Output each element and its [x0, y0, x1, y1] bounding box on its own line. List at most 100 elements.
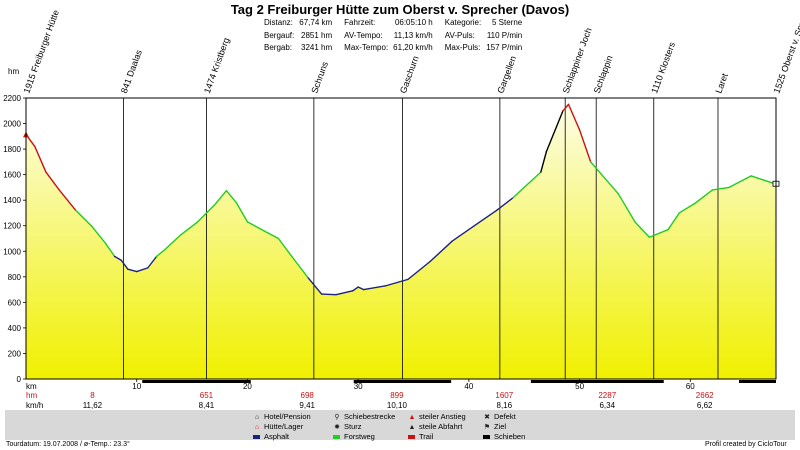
profile-segment	[473, 209, 498, 227]
pushing-bar	[353, 380, 452, 383]
finish-flag-icon: ⚑	[483, 424, 491, 431]
stat-value: 11,13 km/h	[393, 30, 433, 40]
pushing-bar	[142, 380, 251, 383]
stat-value: 157 P/min	[486, 43, 523, 52]
stat-label: Max-Puls:	[444, 43, 481, 52]
profile-segment	[578, 129, 592, 163]
chart-title: Tag 2 Freiburger Hütte zum Oberst v. Spr…	[230, 2, 570, 17]
crash-icon: ✹	[334, 424, 340, 431]
stat-value: 5 Sterne	[492, 18, 523, 27]
profile-segment	[407, 260, 431, 281]
legend-label: Asphalt	[264, 432, 290, 441]
stat-label: Bergauf:	[264, 30, 295, 40]
profile-segment	[351, 286, 359, 292]
legend-label: Schieben	[494, 432, 526, 441]
profile-segment	[596, 168, 620, 195]
y-tick-label: 1400	[3, 196, 21, 205]
profile-segment	[277, 237, 293, 258]
waypoint-label: Schlappiner Joch	[561, 26, 594, 94]
profile-segment	[385, 278, 409, 287]
segment-kmh: 11,62	[83, 401, 103, 410]
segment-hm: 698	[301, 391, 315, 400]
profile-segment	[523, 171, 542, 189]
legend-label: steiler Anstieg	[419, 412, 466, 421]
segment-hm: 899	[390, 391, 404, 400]
profile-segment	[147, 255, 158, 269]
profile-segment	[45, 171, 60, 191]
x-axis-label: km	[26, 382, 37, 391]
legend-label: steile Abfahrt	[419, 422, 463, 431]
legend-label: Ziel	[494, 422, 507, 431]
legend-item: ⌂ Hotel/Pension	[253, 412, 311, 423]
profile-segment	[567, 103, 581, 131]
waypoint-label: 1474 Kristberg	[202, 36, 231, 94]
y-tick-label: 1800	[3, 145, 21, 154]
x-tick-label: 10	[132, 382, 141, 391]
segment-kmh: 10,10	[387, 401, 408, 410]
legend-item: Forstweg	[333, 432, 375, 442]
stat-value: 67,74 km	[299, 18, 333, 27]
profile-segment	[105, 242, 116, 258]
legend-label: Hütte/Lager	[264, 422, 304, 431]
waypoint-label: 1915 Freiburger Hütte	[21, 9, 61, 95]
legend-swatch	[483, 435, 490, 440]
segment-hm: 651	[200, 391, 214, 400]
x-tick-label: 60	[686, 382, 695, 391]
profile-segment	[495, 196, 514, 212]
waypoint-label: Schlappin	[592, 54, 615, 95]
stat-label: AV-Puls:	[444, 30, 475, 40]
waypoint-label: Gargellen	[495, 55, 518, 95]
y-tick-label: 0	[17, 375, 22, 384]
y-tick-label: 800	[8, 273, 22, 282]
waypoint-label: 841 Daalas	[119, 48, 144, 95]
legend-swatch	[408, 435, 415, 440]
profile-segment	[127, 268, 138, 273]
legend-background	[5, 410, 795, 440]
stat-value: 110 P/min	[486, 30, 523, 40]
profile-segment	[263, 230, 280, 240]
profile-segment	[136, 267, 149, 273]
stat-value: 06:05:10 h	[394, 18, 433, 27]
legend-label: Defekt	[494, 412, 516, 421]
legend-swatch	[253, 435, 260, 440]
profile-segment	[58, 189, 77, 212]
x-tick-label: 20	[243, 382, 252, 391]
segment-hm: 1607	[495, 391, 513, 400]
y-tick-label: 1200	[3, 222, 21, 231]
profile-segment	[180, 221, 199, 236]
profile-segment	[34, 145, 47, 173]
stat-label: Fahrzeit:	[344, 18, 376, 27]
legend-label: Sturz	[344, 422, 362, 431]
y-tick-label: 1000	[3, 247, 21, 256]
stat-label: Max-Tempo:	[344, 43, 389, 52]
kmh-row-label: km/h	[26, 401, 43, 410]
pushing-icon: ⚲	[334, 414, 340, 421]
profile-segment	[291, 255, 310, 279]
segment-hm: 8	[90, 391, 95, 400]
segment-kmh: 6,34	[599, 401, 615, 410]
legend-item: ⌂ Hütte/Lager	[253, 422, 303, 433]
profile-segment	[225, 190, 238, 204]
profile-segment	[362, 285, 387, 291]
profile-segment	[213, 190, 228, 206]
credit-text: Profil created by CicloTour	[705, 441, 787, 448]
profile-segment	[750, 175, 777, 185]
profile-segment	[307, 277, 323, 295]
x-tick-label: 30	[354, 382, 363, 391]
legend-item: ⚲ Schiebestrecke	[333, 412, 395, 423]
legend-label: Schiebestrecke	[344, 412, 396, 421]
profile-segment	[357, 286, 365, 291]
profile-segment	[728, 175, 752, 189]
y-tick-label: 200	[8, 349, 22, 358]
tour-date: Tourdatum: 19.07.2008 / ø-Temp.: 23.3°	[6, 441, 130, 448]
hm-row-label: hm	[26, 391, 37, 400]
profile-segment	[562, 103, 570, 112]
profile-segment	[163, 233, 182, 251]
steep-descent-icon: ▲	[408, 424, 416, 431]
segment-kmh: 8,41	[199, 401, 215, 410]
legend-item: Schieben	[483, 432, 525, 442]
legend-item: Asphalt	[253, 432, 289, 442]
legend-item: ✖ Defekt	[483, 412, 516, 423]
y-tick-label: 1600	[3, 171, 21, 180]
profile-segment	[320, 293, 337, 296]
